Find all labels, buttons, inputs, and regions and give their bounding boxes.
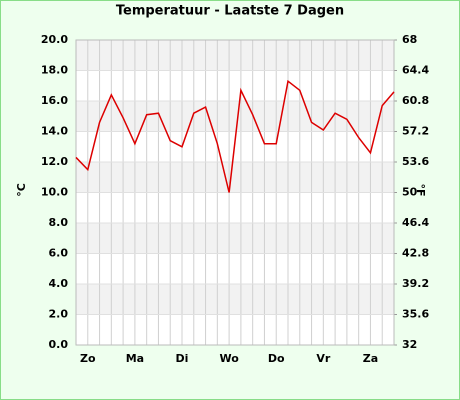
x-tick-label: Di <box>176 352 189 365</box>
band <box>76 284 394 315</box>
y-axis-label: °C <box>15 183 28 197</box>
chart-title: Temperatuur - Laatste 7 Dagen <box>116 4 344 19</box>
plot-border <box>75 39 395 346</box>
y-tick-label: 8.0 <box>49 216 69 229</box>
y2-tick-label: 53.6 <box>402 155 429 168</box>
y-tick-label: 18.0 <box>41 64 68 77</box>
y-tick-label: 16.0 <box>41 94 68 107</box>
y-tick-label: 6.0 <box>49 247 69 260</box>
band <box>76 40 394 71</box>
y2-tick-label: 50 <box>402 186 418 199</box>
y2-tick-label: 68 <box>402 33 417 46</box>
y-tick-label: 4.0 <box>49 277 69 290</box>
y2-tick-label: 39.2 <box>402 277 429 290</box>
x-tick-label: Vr <box>316 352 331 365</box>
series-line <box>75 79 395 193</box>
y2-tick-label: 60.8 <box>402 94 429 107</box>
x-tick-label: Wo <box>219 352 239 365</box>
y-tick-label: 12.0 <box>41 155 68 168</box>
x-tick-label: Zo <box>80 352 96 365</box>
y2-tick-label: 35.6 <box>402 308 429 321</box>
band <box>76 162 394 193</box>
band <box>76 223 394 254</box>
x-tick-label: Do <box>268 352 285 365</box>
y2-tick-label: 46.4 <box>402 216 429 229</box>
y-tick-label: 0.0 <box>49 338 69 351</box>
y2-tick-label: 64.4 <box>402 64 429 77</box>
y-tick-label: 20.0 <box>41 33 68 46</box>
y-tick-label: 10.0 <box>41 186 68 199</box>
y2-axis-label: °F <box>414 183 427 196</box>
y2-tick-label: 57.2 <box>402 125 429 138</box>
y2-tick-label: 32 <box>402 338 417 351</box>
y-tick-label: 14.0 <box>41 125 68 138</box>
y-tick-label: 2.0 <box>49 308 69 321</box>
y2-tick-label: 42.8 <box>402 247 429 260</box>
x-tick-label: Za <box>363 352 378 365</box>
band <box>76 101 394 132</box>
x-tick-label: Ma <box>126 352 144 365</box>
